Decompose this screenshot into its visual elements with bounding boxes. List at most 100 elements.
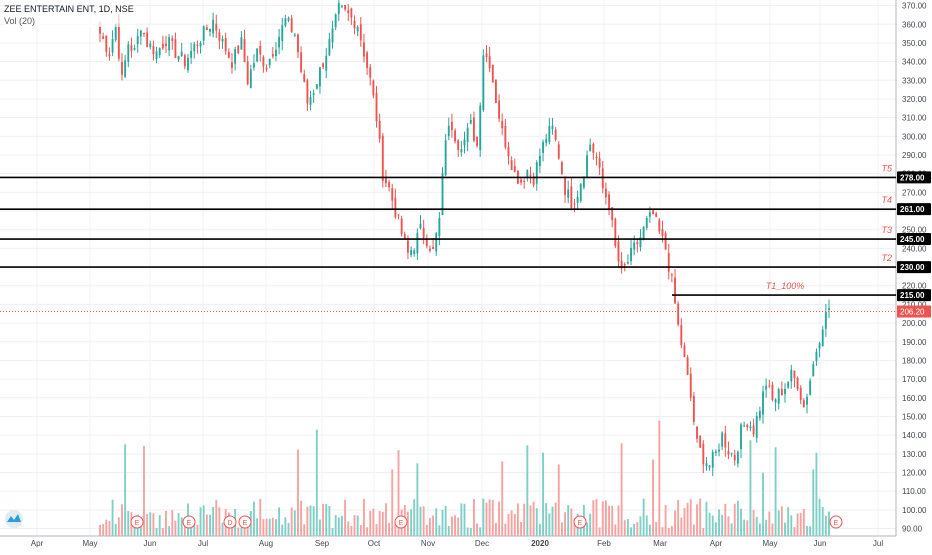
- volume-bar: [117, 517, 120, 536]
- volume-bar: [410, 509, 413, 536]
- level-tag: T3: [881, 225, 892, 235]
- earnings-event-icon[interactable]: [238, 515, 252, 529]
- event-marker-label: E: [135, 520, 140, 527]
- candle-body: [161, 43, 164, 49]
- candle-body: [322, 63, 325, 68]
- candle-body: [714, 451, 717, 453]
- earnings-event-icon[interactable]: [223, 515, 237, 529]
- volume-bar: [784, 522, 786, 536]
- candle-body: [617, 241, 620, 262]
- volume-bar: [768, 511, 771, 536]
- candle-body: [435, 233, 438, 252]
- level-price-label: 230.00: [900, 263, 925, 272]
- volume-bar: [444, 505, 447, 536]
- candle-body: [416, 232, 419, 254]
- volume-bar: [652, 459, 654, 536]
- price-tick-label: 310.00: [902, 114, 927, 123]
- earnings-event-icon[interactable]: [394, 515, 408, 529]
- price-tick-label: 240.00: [902, 244, 927, 253]
- level-price-label: 278.00: [900, 173, 925, 182]
- volume-bar: [306, 506, 309, 536]
- candle-body: [337, 2, 340, 14]
- candle-body: [391, 188, 394, 201]
- earnings-event-icon[interactable]: [829, 515, 843, 529]
- volume-bar: [143, 445, 145, 536]
- candle-body: [413, 250, 416, 255]
- candle-body: [611, 207, 614, 221]
- event-marker-label: E: [578, 520, 583, 527]
- candle-body: [498, 100, 501, 119]
- symbol-label[interactable]: ZEE ENTERTAIN ENT, 1D, NSE: [4, 4, 134, 14]
- volume-bar: [595, 498, 598, 536]
- volume-bar: [161, 527, 164, 536]
- volume-bar: [237, 527, 240, 536]
- earnings-event-icon[interactable]: [130, 515, 144, 529]
- candle-body: [193, 44, 196, 52]
- volume-bar: [177, 513, 180, 536]
- candle-body: [202, 26, 205, 41]
- volume-bar: [105, 519, 108, 536]
- candle-body: [136, 35, 139, 45]
- volume-bar: [209, 514, 211, 536]
- candle-body: [762, 391, 764, 415]
- earnings-event-icon[interactable]: [182, 515, 196, 529]
- volume-bar: [394, 524, 397, 536]
- candle-body: [278, 36, 281, 48]
- candle-body: [658, 219, 661, 232]
- volume-bar: [724, 503, 727, 536]
- earnings-event-icon[interactable]: [573, 515, 587, 529]
- candle-body: [818, 343, 821, 349]
- time-tick-label: 2020: [531, 539, 549, 548]
- time-axis[interactable]: Apr May Jun Jul Aug Sep Oct Nov Dec 2020 Feb Mar Apr…: [31, 539, 884, 548]
- candle-body: [482, 55, 485, 110]
- candle-body: [428, 248, 431, 251]
- candle-body: [174, 39, 177, 58]
- candle-body: [205, 27, 208, 31]
- volume-bar: [303, 524, 306, 536]
- target-levels[interactable]: 278.00 T5 261.00 T4 245.00 T3 230.00 T2 215.00 T1…: [0, 163, 931, 302]
- time-tick-label: Apr: [710, 539, 723, 548]
- last-price-label: 206.20: [900, 308, 925, 317]
- candle-body: [369, 67, 372, 78]
- volume-indicator-label[interactable]: Vol (20): [4, 16, 36, 26]
- candle-body: [127, 44, 130, 62]
- volume-bar: [630, 527, 632, 536]
- volume-bar: [281, 524, 284, 536]
- volume-bar: [683, 507, 686, 536]
- volume-bar: [315, 429, 318, 536]
- volume-bar: [482, 498, 485, 536]
- candle-body: [102, 36, 105, 39]
- candle-body: [548, 126, 551, 143]
- candle-body: [485, 53, 488, 58]
- candle-body: [642, 226, 645, 241]
- tradingview-logo-icon: [5, 510, 23, 528]
- candle-body: [111, 39, 114, 53]
- volume-bar: [513, 514, 516, 536]
- volume-bar: [155, 527, 158, 536]
- candle-body: [727, 450, 730, 455]
- candle-body: [538, 155, 541, 167]
- candle-body: [168, 37, 171, 51]
- candle-body: [441, 172, 444, 215]
- price-tick-label: 140.00: [902, 431, 927, 440]
- candle-body: [341, 5, 343, 7]
- candle-body: [366, 52, 369, 68]
- candles[interactable]: [99, 0, 830, 477]
- candle-body: [664, 233, 667, 250]
- candle-body: [598, 158, 601, 168]
- candle-body: [284, 18, 287, 26]
- volume-bar: [677, 500, 680, 536]
- candle-body: [347, 10, 350, 13]
- volume-bar: [670, 526, 673, 536]
- volume-bar: [708, 512, 711, 536]
- event-marker-label: E: [834, 520, 839, 527]
- candle-body: [626, 262, 629, 264]
- candle-body: [573, 203, 576, 205]
- candle-body: [325, 55, 328, 71]
- volume-bar: [542, 452, 544, 536]
- volume-bar: [212, 506, 215, 536]
